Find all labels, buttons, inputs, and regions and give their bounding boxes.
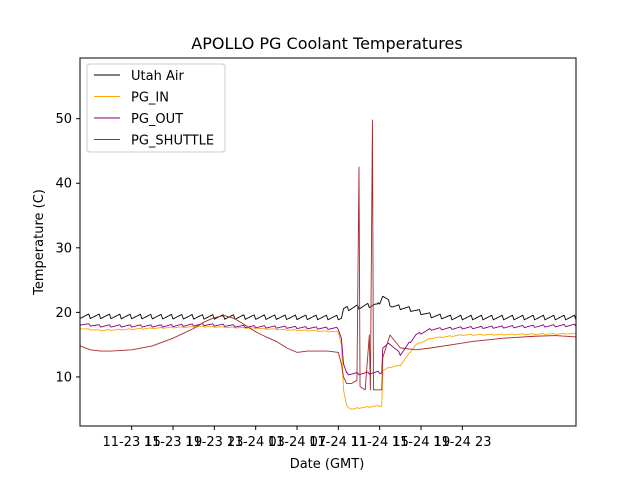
series-layer (80, 119, 576, 410)
y-tick-label: 30 (55, 241, 72, 256)
y-tick-label: 10 (55, 370, 72, 385)
x-tick-label: 11-23 19 (144, 435, 202, 450)
chart-title: APOLLO PG Coolant Temperatures (191, 34, 462, 53)
legend: Utah Air PG_IN PG_OUT PG_SHUTTLE (86, 63, 226, 153)
y-axis: 10 20 30 40 50 (55, 112, 80, 385)
plot-area (80, 119, 576, 410)
legend-label: PG_OUT (131, 112, 183, 127)
x-axis-label: Date (GMT) (290, 457, 365, 472)
y-axis-label: Temperature (C) (32, 189, 47, 296)
x-tick-label: 11-23 15 (102, 435, 160, 450)
series-line-pg-in (80, 325, 576, 410)
legend-box (86, 63, 226, 153)
y-tick-label: 20 (55, 306, 72, 321)
legend-label: Utah Air (131, 69, 184, 84)
x-tick-label: 11-24 03 (226, 435, 284, 450)
legend-label: PG_SHUTTLE (131, 134, 214, 149)
series-line-utah-air (80, 295, 576, 321)
x-tick-label: 11-23 23 (185, 435, 243, 450)
x-tick-label: 11-24 11 (309, 435, 367, 450)
legend-label: PG_IN (131, 91, 169, 106)
x-tick-label: 11-24 15 (350, 435, 408, 450)
series-line-pg-shuttle (80, 119, 576, 391)
y-tick-label: 40 (55, 177, 72, 192)
x-tick-label: 11-24 07 (268, 435, 326, 450)
y-tick-label: 50 (55, 112, 72, 127)
x-tick-label: 11-24 19 (392, 435, 450, 450)
x-tick-label: 11-24 23 (433, 435, 491, 450)
plot-frame (79, 57, 577, 427)
series-line-pg-out (80, 323, 576, 376)
